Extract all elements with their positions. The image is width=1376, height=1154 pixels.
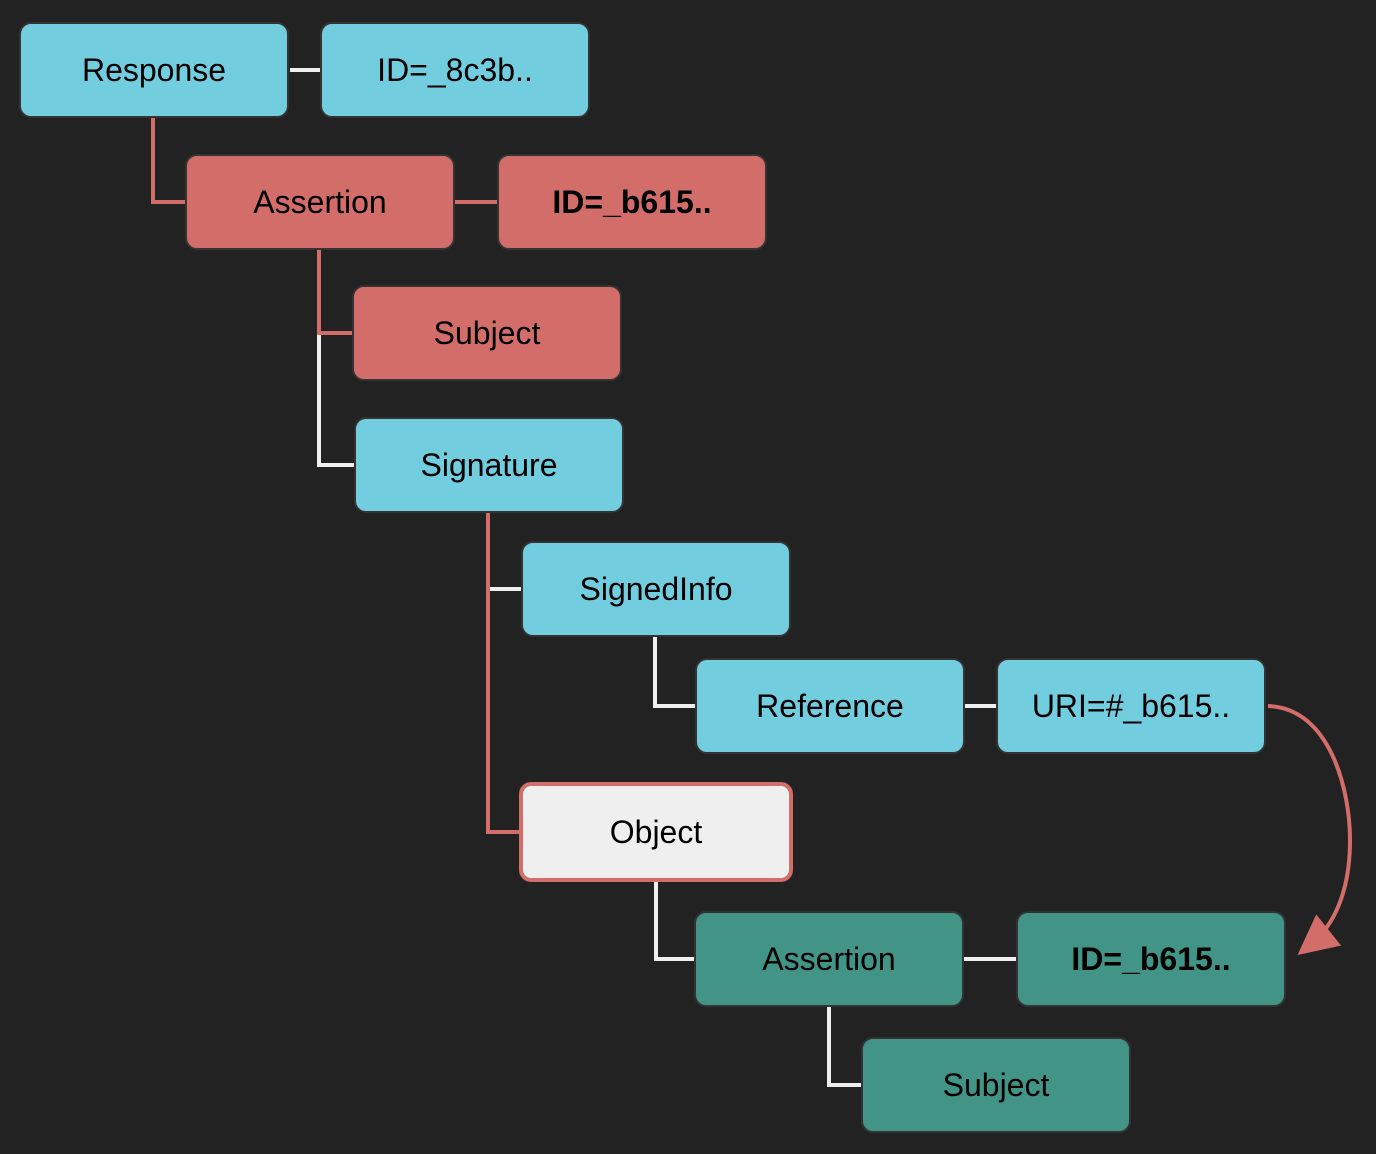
node-label: ID=_b615..	[552, 183, 712, 220]
node-label: Assertion	[253, 183, 387, 220]
reference-arrow	[1267, 704, 1353, 956]
node-object: Object	[519, 782, 793, 882]
node-assertion-id: ID=_b615..	[497, 154, 767, 250]
connector-assertion-signature	[317, 333, 354, 467]
node-label: ID=_b615..	[1071, 940, 1231, 977]
node-wrapped-subject: Subject	[861, 1037, 1131, 1133]
connector-object-assertion	[654, 881, 694, 961]
node-label: Assertion	[762, 940, 896, 977]
connector-assertion-subject	[317, 250, 352, 335]
connector-response-assertion	[151, 118, 185, 204]
node-label: Subject	[433, 314, 541, 351]
node-subject: Subject	[352, 285, 622, 381]
node-reference-uri: URI=#_b615..	[996, 658, 1266, 754]
node-label: Subject	[942, 1066, 1050, 1103]
node-assertion: Assertion	[185, 154, 455, 250]
node-label: ID=_8c3b..	[377, 51, 533, 88]
node-label: Reference	[756, 687, 904, 724]
node-wrapped-assertion-id: ID=_b615..	[1016, 911, 1286, 1007]
node-label: Response	[81, 51, 227, 88]
node-label: Signature	[420, 446, 558, 483]
node-label: URI=#_b615..	[1031, 687, 1231, 724]
connector-signedinfo-reference	[653, 637, 695, 708]
connector-wrapped-assertion-subject	[827, 1007, 861, 1087]
node-reference: Reference	[695, 658, 965, 754]
node-response-id: ID=_8c3b..	[320, 22, 590, 118]
node-label: SignedInfo	[579, 570, 733, 607]
node-signed-info: SignedInfo	[521, 541, 791, 637]
node-signature: Signature	[354, 417, 624, 513]
connector-signature-object	[486, 513, 520, 834]
node-label: Object	[609, 813, 703, 850]
node-response: Response	[19, 22, 289, 118]
node-wrapped-assertion: Assertion	[694, 911, 964, 1007]
